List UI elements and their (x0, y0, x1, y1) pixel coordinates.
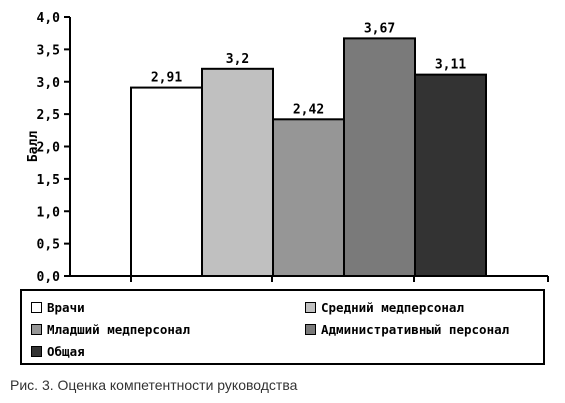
bar-chart: 0,0 0,5 1,0 1,5 2,0 2,5 3,0 3,5 4,0 Балл 2,91 3,2 2,… (26, 11, 549, 285)
legend-label-junior-staff: Младший медперсонал (47, 321, 190, 337)
y-tick-label: 3,0 (37, 76, 61, 91)
legend-swatch-overall (31, 345, 42, 357)
legend-item-admin-staff: Административный персонал (305, 320, 509, 338)
y-tick-label: 3,5 (37, 43, 60, 58)
y-tick-label: 2,5 (37, 108, 60, 123)
legend-item-overall: Общая (31, 342, 85, 360)
legend-item-doctors: Врачи (31, 298, 85, 316)
legend-swatch-admin-staff (305, 323, 316, 335)
legend-label-admin-staff: Административный персонал (321, 321, 510, 337)
bar-middle-staff (201, 67, 274, 277)
y-tick-label: 0,5 (37, 238, 60, 253)
legend-label-overall: Общая (47, 343, 85, 359)
legend-swatch-doctors (31, 301, 42, 313)
y-tick-label: 1,0 (37, 205, 61, 220)
y-axis-title: Балл (26, 131, 41, 162)
legend-item-junior-staff: Младший медперсонал (31, 320, 190, 338)
data-label-doctors: 2,91 (151, 71, 182, 86)
legend-label-doctors: Врачи (47, 299, 85, 315)
legend: Врачи Средний медперсонал Младший медпер… (20, 289, 545, 365)
bar-admin-staff (343, 37, 416, 278)
legend-swatch-junior-staff (31, 323, 42, 335)
bar-junior-staff (272, 118, 345, 278)
figure-caption: Рис. 3. Оценка компетентности руководств… (10, 377, 298, 393)
data-label-middle-staff: 3,2 (226, 52, 249, 67)
y-tick-label: 2,0 (37, 141, 61, 156)
legend-label-middle-staff: Средний медперсонал (321, 299, 464, 315)
y-tick-label: 0,0 (37, 270, 61, 285)
bar-overall (414, 73, 487, 277)
bar-doctors (130, 86, 203, 277)
data-label-overall: 3,11 (435, 58, 466, 73)
y-tick-label: 1,5 (37, 173, 60, 188)
legend-swatch-middle-staff (305, 301, 316, 313)
data-label-admin-staff: 3,67 (364, 21, 395, 36)
y-tick-label: 4,0 (37, 11, 61, 26)
data-label-junior-staff: 2,42 (293, 102, 324, 117)
legend-item-middle-staff: Средний медперсонал (305, 298, 464, 316)
